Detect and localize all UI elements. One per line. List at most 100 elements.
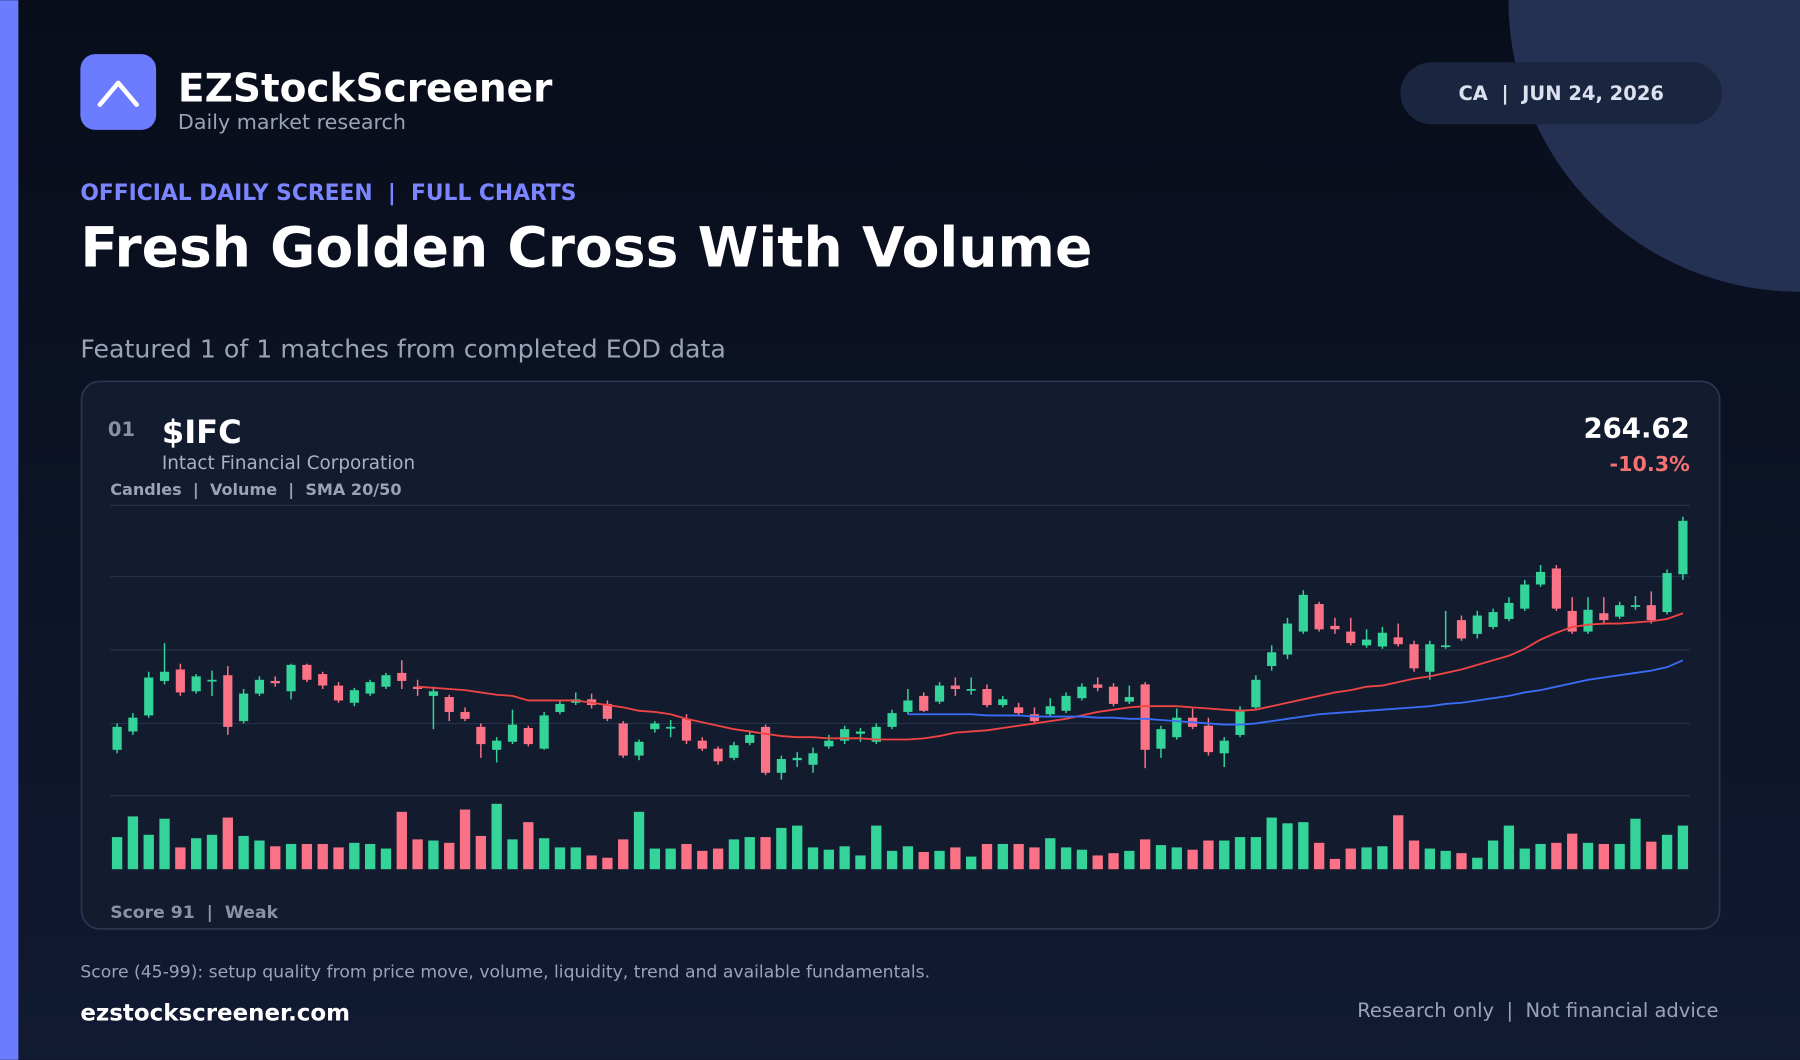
candle-body (333, 685, 344, 701)
date-badge (1400, 62, 1722, 125)
change: -10.3% (1610, 452, 1691, 476)
volume-bar (871, 825, 882, 870)
volume-bar (1661, 834, 1673, 870)
candle-body (1203, 725, 1214, 753)
candle-body (1108, 686, 1119, 704)
volume-bar (523, 822, 534, 870)
candle-body (903, 700, 913, 712)
candle-body (365, 682, 375, 694)
volume-bar (1045, 838, 1056, 870)
volume-bar (697, 850, 708, 870)
candle-body (697, 740, 707, 749)
volume-bar (1487, 840, 1499, 870)
volume-bar (934, 850, 945, 870)
candle-body (1140, 684, 1150, 750)
volume-bar (1567, 833, 1578, 870)
volume-bar (285, 843, 297, 870)
candle-body (1678, 520, 1688, 575)
candle-body (1093, 684, 1103, 688)
candle-body (681, 718, 692, 741)
volume-bar (1582, 842, 1594, 870)
candle-body (666, 726, 676, 729)
candle-body (1599, 613, 1609, 621)
disclaimer: Research only | Not financial advice (1357, 999, 1718, 1022)
company: Intact Financial Corporation (162, 453, 415, 474)
score: Score 91 | Weak (110, 903, 278, 923)
candle-body (1235, 709, 1245, 735)
candle-body (1583, 609, 1593, 632)
volume-bar (206, 834, 218, 870)
candle-body (871, 726, 881, 742)
candle-body (602, 703, 612, 719)
candle-body (302, 664, 312, 680)
candle-body (840, 729, 850, 741)
candle-body (1014, 707, 1024, 714)
candle-body (1267, 652, 1277, 667)
candle-body (824, 740, 834, 747)
volume-bar (839, 846, 850, 870)
volume-bar (1108, 853, 1119, 870)
candle-body (855, 731, 866, 734)
candle-body (286, 664, 296, 692)
candle-body (1567, 610, 1577, 632)
volume-bar (1013, 843, 1024, 870)
volume-bar (1614, 843, 1625, 870)
volume-bar (1440, 850, 1451, 870)
candle-body (349, 690, 359, 703)
volume-bar (1313, 842, 1325, 870)
volume-bar (681, 843, 692, 870)
volume-bar (807, 847, 819, 870)
candle-body (1441, 645, 1451, 648)
candle-body (1124, 697, 1134, 702)
rank: 01 (108, 418, 135, 441)
candle-body (792, 757, 802, 761)
volume-bar (1124, 850, 1135, 870)
candle-body (128, 717, 138, 732)
candle-body (254, 679, 265, 694)
candle-body (523, 728, 533, 745)
volume-bar (665, 848, 676, 870)
tagline: Daily market research (178, 110, 406, 134)
logo-icon (97, 80, 139, 107)
candle-body (1361, 639, 1372, 646)
volume-bar (191, 838, 202, 870)
candle-body (966, 688, 976, 691)
volume-bar (254, 840, 265, 870)
volume-bar (792, 825, 803, 870)
plot (110, 504, 1690, 870)
headline: Fresh Golden Cross With Volume (80, 216, 1092, 280)
price: 264.62 (1583, 413, 1689, 445)
ticker: $IFC (162, 413, 242, 451)
candle-body (175, 669, 185, 693)
volume-bar (1503, 825, 1515, 870)
volume-bar (981, 843, 993, 870)
candle-body (1488, 612, 1498, 628)
candle-body (112, 726, 122, 750)
candle-body (460, 711, 470, 719)
candle-body (919, 695, 929, 711)
candle-body (1077, 686, 1087, 699)
volume-bar (744, 837, 755, 870)
volume-bar (507, 839, 518, 870)
volume-bar (1203, 840, 1214, 870)
volume-bar (349, 842, 360, 870)
candle-body (729, 745, 739, 758)
site: ezstockscreener.com (80, 1000, 350, 1026)
volume-bar (712, 848, 724, 870)
candle-body (808, 753, 818, 765)
candle-body (555, 703, 565, 712)
volume-bar (902, 846, 914, 870)
volume-bar (317, 843, 328, 870)
accent-bar (0, 0, 19, 1060)
volume-bar (728, 839, 740, 870)
volume-bar (1519, 848, 1530, 870)
candle-body (1251, 679, 1261, 708)
candle-body (539, 715, 549, 749)
volume-bar (1456, 853, 1467, 870)
chart-note: Candles | Volume | SMA 20/50 (110, 480, 401, 500)
candle-body (934, 685, 945, 702)
candle-body (1061, 695, 1071, 711)
candle-body (745, 734, 755, 743)
volume-bar (111, 837, 123, 870)
candle-body (507, 724, 518, 742)
